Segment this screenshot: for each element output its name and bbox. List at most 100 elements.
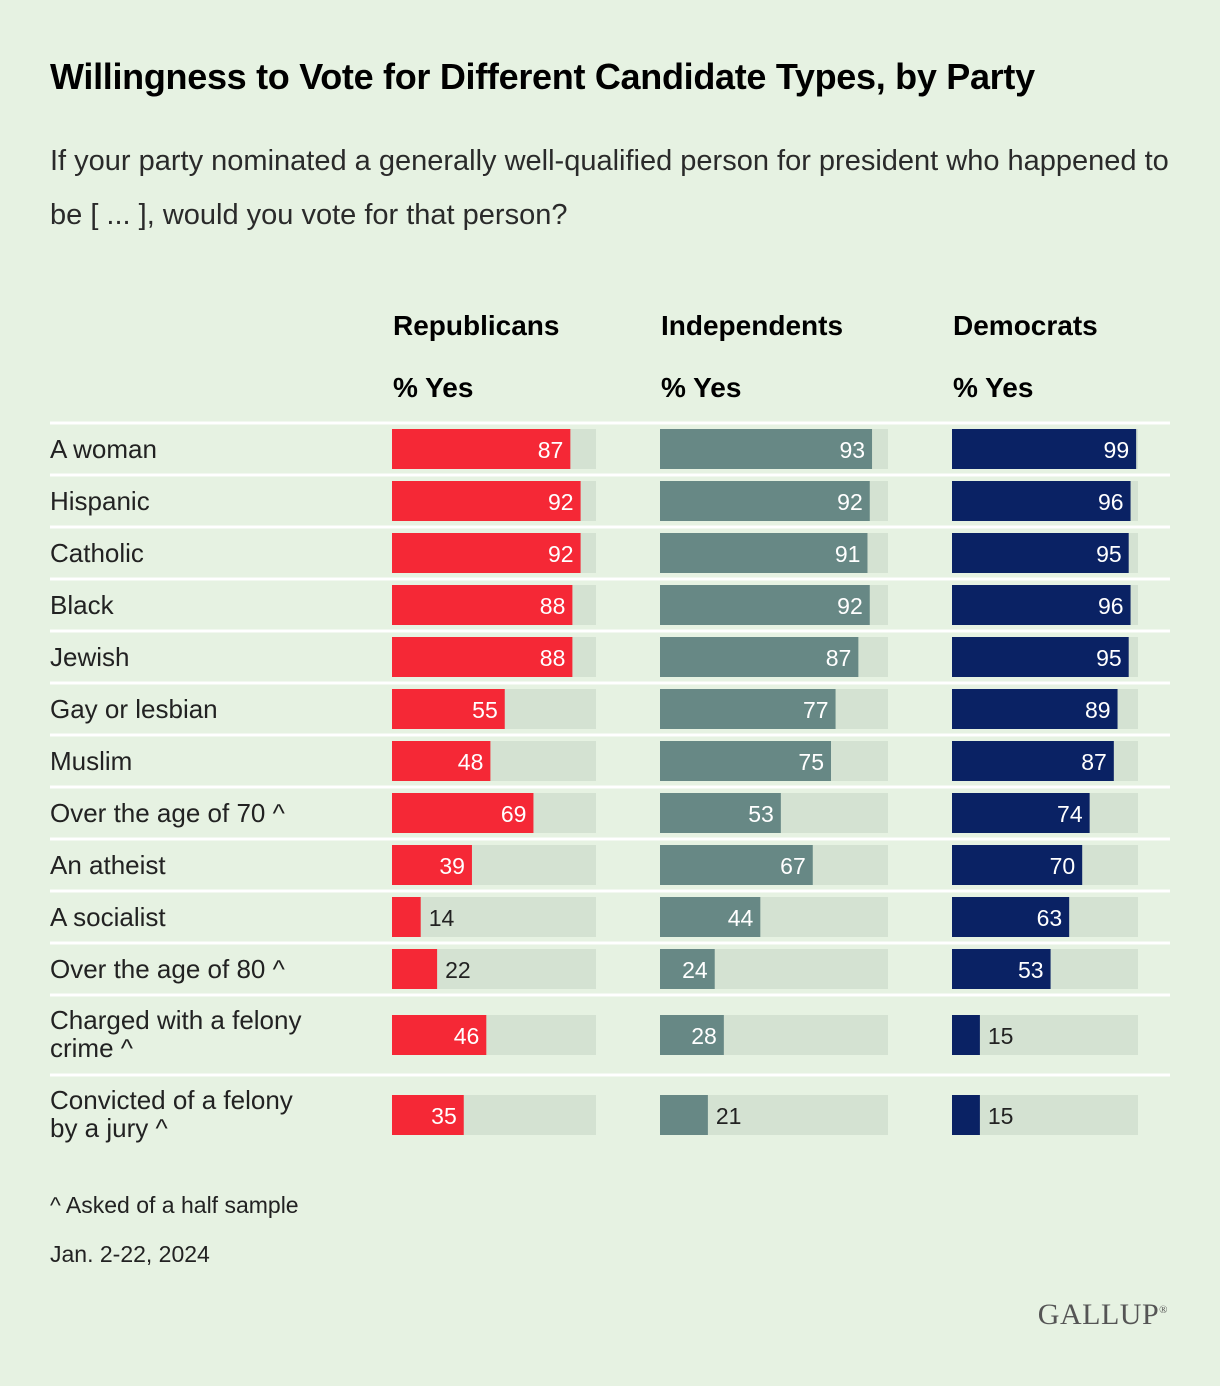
series-header-independents: Independents xyxy=(661,310,844,341)
category-label: Charged with a felony crime ^ xyxy=(50,1005,301,1063)
value-label-independents: 75 xyxy=(798,749,824,775)
bar-independents xyxy=(660,1015,724,1055)
category-label: Catholic xyxy=(50,538,144,568)
bar-democrats xyxy=(952,949,1051,989)
chart-title: Willingness to Vote for Different Candid… xyxy=(50,56,1035,97)
bar-democrats xyxy=(952,897,1070,937)
bar-republicans xyxy=(392,1095,464,1135)
bar-independents xyxy=(660,481,870,521)
value-label-democrats: 15 xyxy=(988,1103,1014,1129)
value-label-republicans: 22 xyxy=(445,957,471,983)
bar-independents xyxy=(660,741,831,781)
bar-republicans xyxy=(392,897,421,937)
value-label-independents: 91 xyxy=(835,541,861,567)
bar-independents xyxy=(660,429,873,469)
bar-democrats xyxy=(952,585,1131,625)
value-label-democrats: 95 xyxy=(1096,541,1122,567)
bar-democrats xyxy=(952,741,1114,781)
value-label-democrats: 74 xyxy=(1057,801,1083,827)
value-label-independents: 92 xyxy=(837,489,863,515)
category-label: Jewish xyxy=(50,642,129,672)
value-label-independents: 28 xyxy=(691,1023,717,1049)
category-label: Over the age of 80 ^ xyxy=(50,954,286,984)
bar-democrats xyxy=(952,1015,980,1055)
value-label-democrats: 70 xyxy=(1050,853,1076,879)
category-label: An atheist xyxy=(50,850,166,880)
bar-independents xyxy=(660,897,761,937)
bar-republicans xyxy=(392,689,505,729)
category-label: Convicted of a felony by a jury ^ xyxy=(50,1085,293,1143)
bar-republicans xyxy=(392,1015,487,1055)
value-label-republicans: 92 xyxy=(548,489,574,515)
bar-independents xyxy=(660,689,836,729)
series-header-republicans: Republicans xyxy=(393,310,560,341)
category-label: A socialist xyxy=(50,902,166,932)
bar-independents xyxy=(660,585,870,625)
value-label-republicans: 35 xyxy=(431,1103,457,1129)
value-label-independents: 21 xyxy=(716,1103,742,1129)
value-label-democrats: 99 xyxy=(1104,437,1130,463)
value-label-republicans: 48 xyxy=(458,749,484,775)
value-label-republicans: 92 xyxy=(548,541,574,567)
bar-republicans xyxy=(392,481,581,521)
value-label-independents: 67 xyxy=(780,853,806,879)
gallup-logo: GALLUP® xyxy=(1037,1298,1168,1331)
category-label: Muslim xyxy=(50,746,132,776)
bar-republicans xyxy=(392,741,491,781)
value-label-republicans: 87 xyxy=(538,437,564,463)
bar-independents xyxy=(660,533,868,573)
category-label: A woman xyxy=(50,434,157,464)
bar-independents xyxy=(660,637,859,677)
value-label-independents: 53 xyxy=(748,801,774,827)
bar-independents xyxy=(660,793,781,833)
bar-democrats xyxy=(952,429,1137,469)
bar-republicans xyxy=(392,429,571,469)
category-label: Gay or lesbian xyxy=(50,694,218,724)
bar-independents xyxy=(660,949,715,989)
category-label: Hispanic xyxy=(50,486,150,516)
bar-democrats xyxy=(952,637,1129,677)
value-label-republicans: 39 xyxy=(439,853,465,879)
series-unit-republicans: % Yes xyxy=(393,372,474,403)
bar-republicans xyxy=(392,533,581,573)
bar-democrats xyxy=(952,793,1090,833)
value-label-republicans: 55 xyxy=(472,697,498,723)
chart-subtitle: If your party nominated a generally well… xyxy=(50,145,1169,231)
bar-track-democrats xyxy=(952,1095,1138,1135)
value-label-independents: 44 xyxy=(728,905,754,931)
bar-democrats xyxy=(952,481,1131,521)
bar-democrats xyxy=(952,689,1118,729)
bar-republicans xyxy=(392,949,438,989)
bar-republicans xyxy=(392,793,534,833)
value-label-democrats: 95 xyxy=(1096,645,1122,671)
series-header-democrats: Democrats xyxy=(953,310,1098,341)
bar-democrats xyxy=(952,845,1083,885)
value-label-independents: 92 xyxy=(837,593,863,619)
series-unit-democrats: % Yes xyxy=(953,372,1034,403)
value-label-democrats: 15 xyxy=(988,1023,1014,1049)
value-label-independents: 93 xyxy=(839,437,865,463)
bar-democrats xyxy=(952,1095,980,1135)
survey-date: Jan. 2-22, 2024 xyxy=(50,1241,210,1267)
value-label-republicans: 46 xyxy=(454,1023,480,1049)
bar-independents xyxy=(660,1095,708,1135)
value-label-republicans: 88 xyxy=(540,593,566,619)
bar-track-democrats xyxy=(952,1015,1138,1055)
value-label-democrats: 96 xyxy=(1098,489,1124,515)
value-label-democrats: 53 xyxy=(1018,957,1044,983)
value-label-republicans: 88 xyxy=(540,645,566,671)
value-label-republicans: 14 xyxy=(429,905,455,931)
bar-independents xyxy=(660,845,813,885)
value-label-democrats: 87 xyxy=(1081,749,1107,775)
bar-republicans xyxy=(392,845,472,885)
bar-republicans xyxy=(392,585,573,625)
bar-track-republicans xyxy=(392,897,596,937)
value-label-democrats: 96 xyxy=(1098,593,1124,619)
value-label-democrats: 89 xyxy=(1085,697,1111,723)
value-label-democrats: 63 xyxy=(1037,905,1063,931)
value-label-republicans: 69 xyxy=(501,801,527,827)
value-label-independents: 87 xyxy=(826,645,852,671)
bar-democrats xyxy=(952,533,1129,573)
category-label: Over the age of 70 ^ xyxy=(50,798,286,828)
